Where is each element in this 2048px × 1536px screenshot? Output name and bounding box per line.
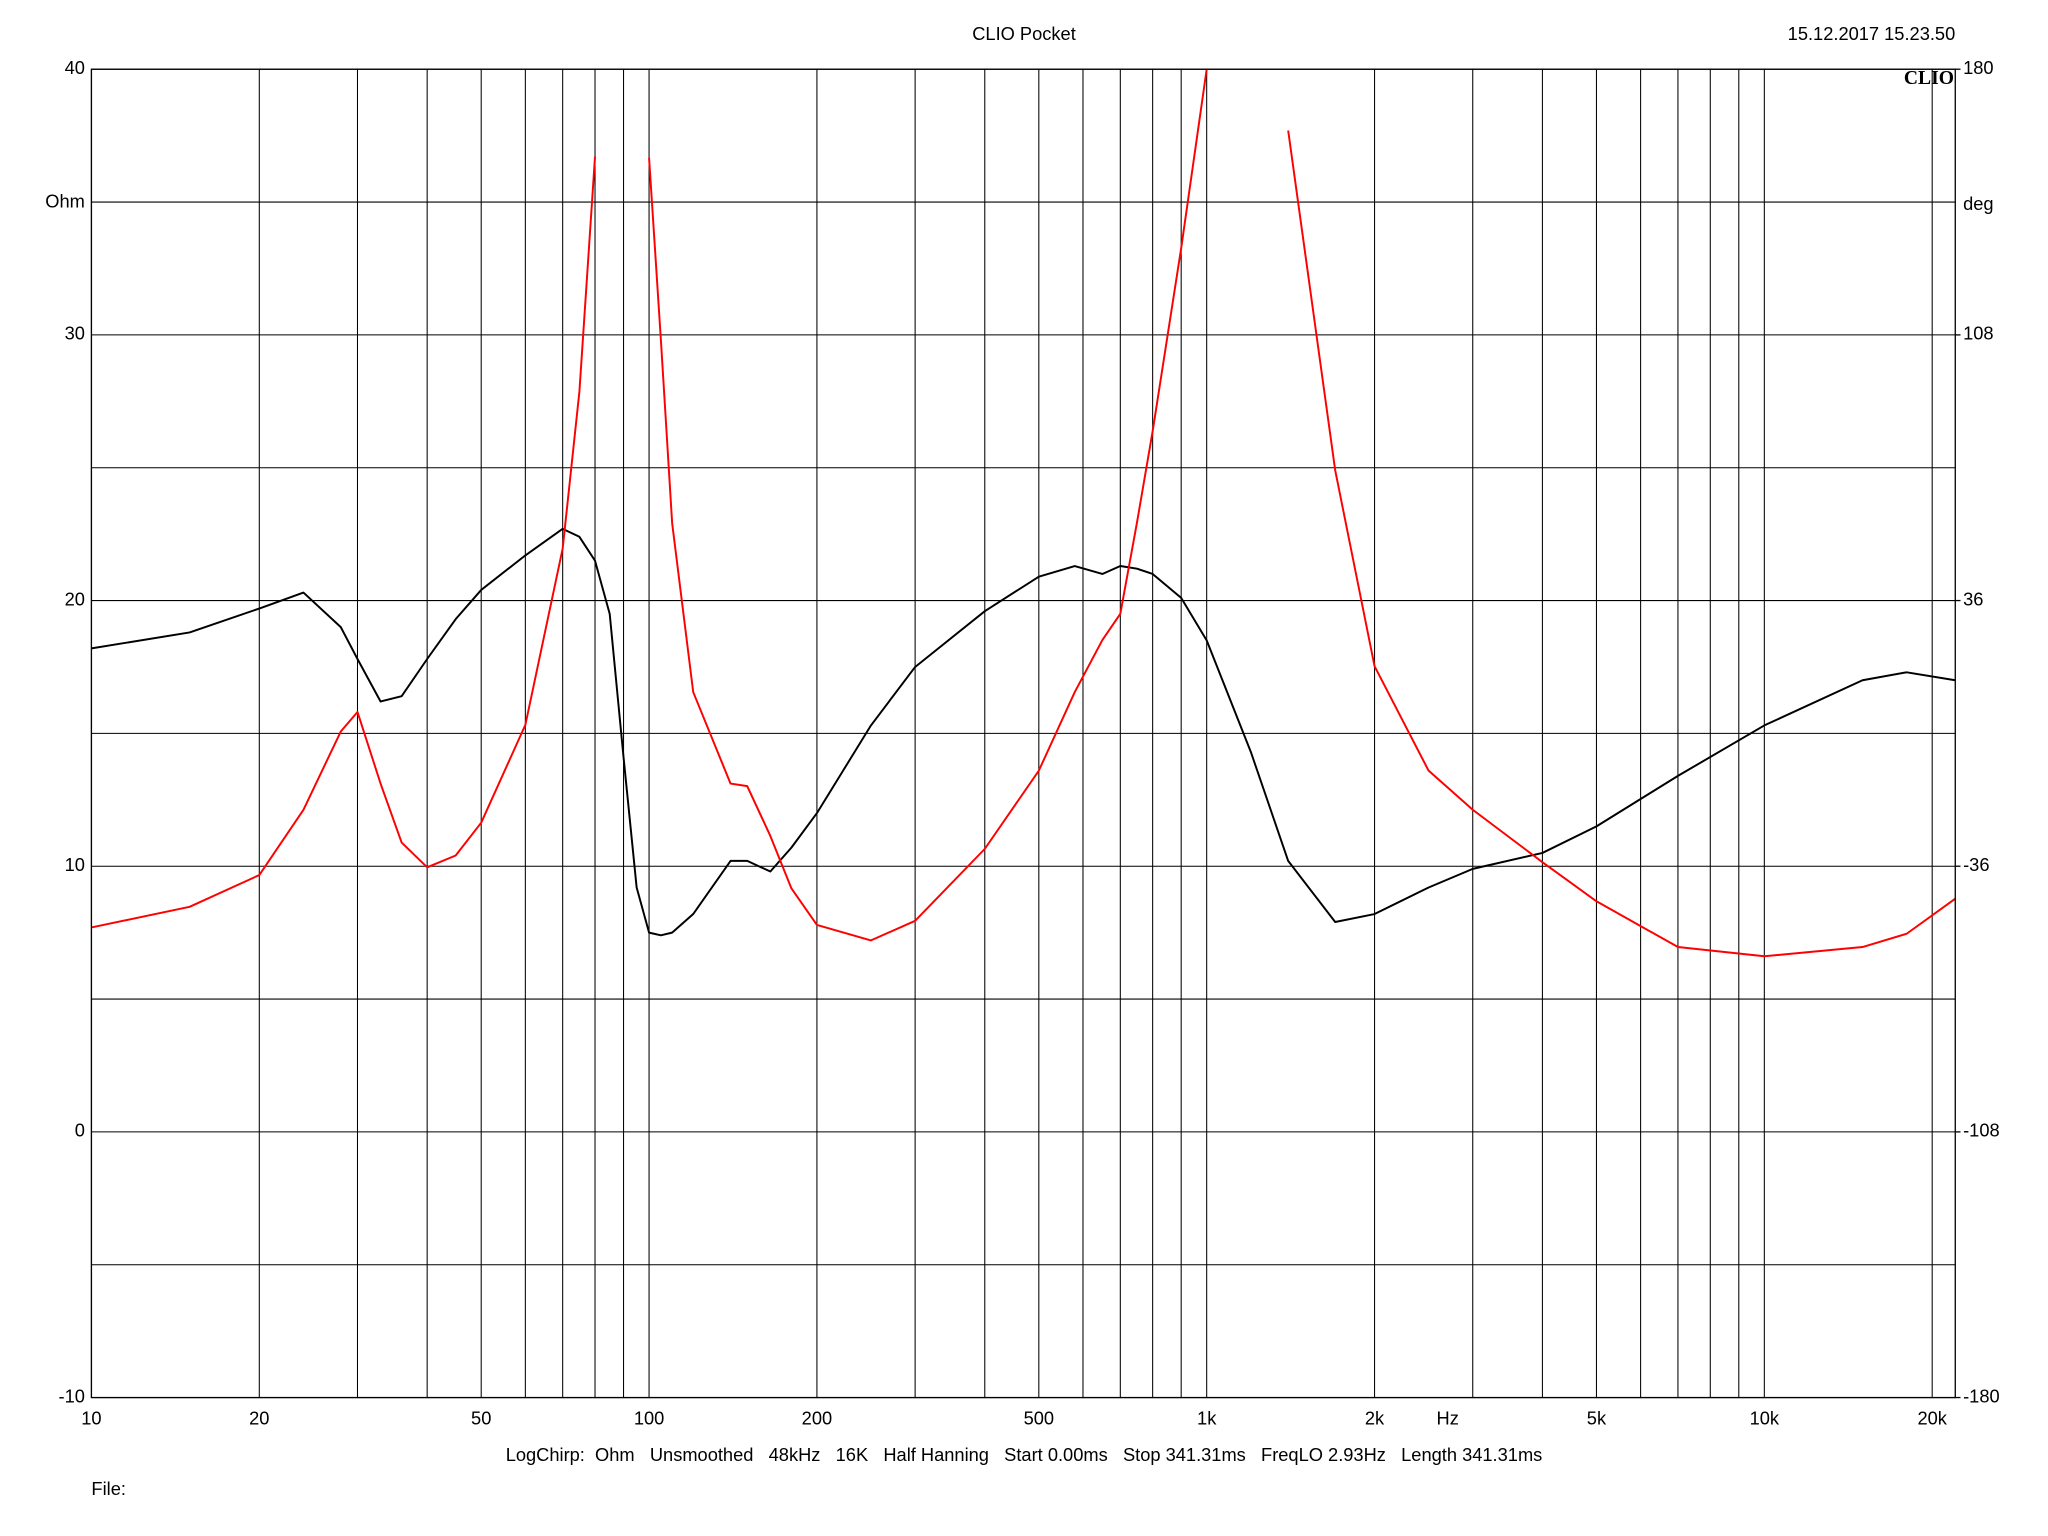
y-tick-label: 0 xyxy=(75,1120,85,1141)
y2-tick-label: 180 xyxy=(1963,57,1993,78)
footer: LogChirp: Ohm Unsmoothed 48kHz 16K Half … xyxy=(506,1444,1543,1465)
x-tick-label: 100 xyxy=(634,1408,664,1429)
chart-title: CLIO Pocket xyxy=(972,23,1076,44)
y2-tick-label: 36 xyxy=(1963,588,1983,609)
x-tick-label: 20 xyxy=(249,1408,269,1429)
y-axis-label: Ohm xyxy=(45,190,85,211)
x-axis-label: Hz xyxy=(1437,1408,1459,1429)
x-tick-label: 500 xyxy=(1024,1408,1054,1429)
file-label: File: xyxy=(91,1478,126,1499)
x-tick-label: 50 xyxy=(471,1408,491,1429)
plot-frame xyxy=(90,68,1956,1399)
y2-tick-label: 108 xyxy=(1963,323,1993,344)
x-tick-label: 2k xyxy=(1365,1408,1385,1429)
x-tick-label: 1k xyxy=(1197,1408,1217,1429)
logo: CLIO xyxy=(1904,68,1954,89)
y2-tick-label: -36 xyxy=(1963,854,1989,875)
plot-area xyxy=(91,69,1956,958)
y2-tick-label: -108 xyxy=(1963,1120,2000,1141)
x-tick-label: 10 xyxy=(81,1408,101,1429)
y2-tick-label: -180 xyxy=(1963,1385,2000,1406)
series-line xyxy=(91,527,1956,937)
y2-axis-label: deg xyxy=(1963,193,1993,214)
y-tick-label: -10 xyxy=(58,1385,84,1406)
x-tick-label: 10k xyxy=(1750,1408,1780,1429)
y-tick-label: 10 xyxy=(65,854,85,875)
y-tick-label: 20 xyxy=(65,588,85,609)
x-tick-label: 200 xyxy=(802,1408,832,1429)
x-tick-label: 20k xyxy=(1917,1408,1947,1429)
x-tick-label: 5k xyxy=(1587,1408,1607,1429)
y-tick-label: 30 xyxy=(65,323,85,344)
series-line xyxy=(91,69,1956,958)
y-tick-label: 40 xyxy=(65,57,85,78)
timestamp: 15.12.2017 15.23.50 xyxy=(1788,23,1956,44)
